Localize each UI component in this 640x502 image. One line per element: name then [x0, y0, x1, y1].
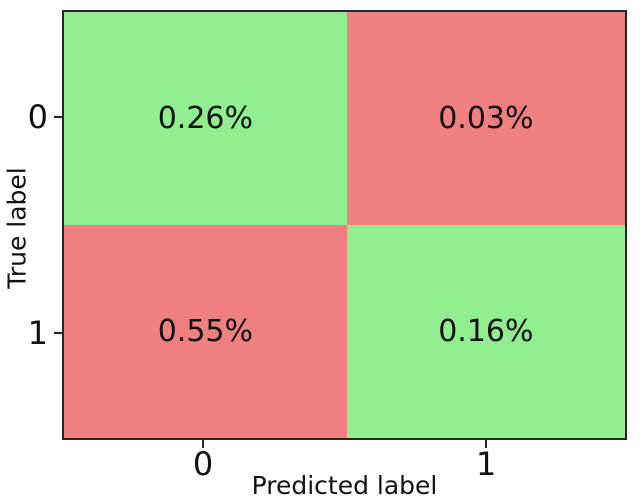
y-tick-mark-0 [54, 116, 62, 118]
y-tick-label-1: 1 [27, 314, 48, 352]
matrix-cell-true1-pred0: 0.55% [64, 225, 347, 438]
y-axis-label: True label [2, 167, 32, 289]
y-tick-mark-1 [54, 332, 62, 334]
y-tick-label-0: 0 [27, 98, 48, 136]
matrix-cell-true1-pred1: 0.16% [346, 225, 625, 438]
matrix-cell-true0-pred0: 0.26% [64, 12, 347, 225]
confusion-matrix-plot: 0.26% 0.03% 0.55% 0.16% [62, 10, 627, 440]
matrix-cell-true0-pred1: 0.03% [346, 12, 625, 225]
x-tick-label-0: 0 [192, 445, 214, 483]
x-axis-label: Predicted label [251, 471, 438, 500]
x-tick-label-1: 1 [475, 445, 497, 483]
x-tick-mark-1 [485, 440, 487, 448]
x-tick-mark-0 [202, 440, 204, 448]
